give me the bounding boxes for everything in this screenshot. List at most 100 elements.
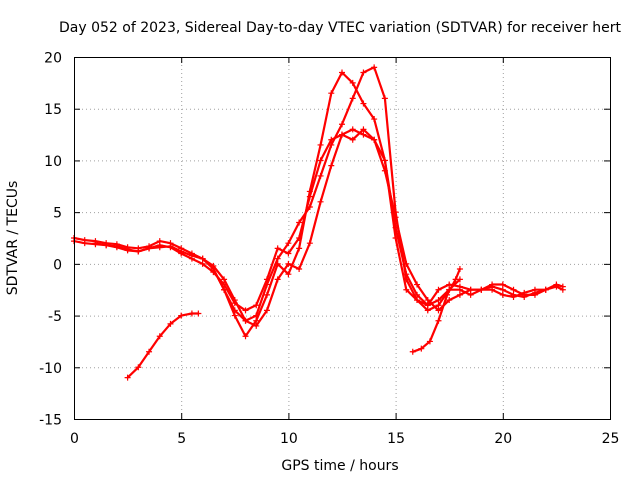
data-point bbox=[467, 291, 474, 298]
data-point bbox=[135, 364, 142, 371]
data-point bbox=[274, 245, 281, 252]
data-point bbox=[360, 69, 367, 76]
data-point bbox=[489, 286, 496, 293]
data-point bbox=[263, 307, 270, 314]
data-point bbox=[221, 276, 228, 283]
data-point bbox=[435, 307, 442, 314]
y-axis-label: SDTVAR / TECUs bbox=[5, 181, 21, 296]
data-point bbox=[156, 333, 163, 340]
data-point bbox=[135, 248, 142, 255]
data-point bbox=[435, 286, 442, 293]
data-point bbox=[371, 136, 378, 143]
data-point bbox=[435, 317, 442, 324]
y-tick-label: 10 bbox=[44, 154, 62, 170]
ticks: 0 5 10 15 20 25 -15 -10 -5 0 5 10 15 20 bbox=[39, 51, 619, 448]
data-point bbox=[371, 64, 378, 71]
data-point bbox=[403, 276, 410, 283]
y-tick-label: -10 bbox=[39, 361, 62, 377]
y-tick-label: -15 bbox=[39, 413, 62, 429]
data-point bbox=[531, 286, 538, 293]
data-point bbox=[274, 276, 281, 283]
data-point bbox=[452, 276, 459, 283]
data-point bbox=[231, 307, 238, 314]
data-point bbox=[559, 283, 566, 290]
data-point bbox=[467, 286, 474, 293]
data-point bbox=[103, 242, 110, 249]
y-tick-label: -5 bbox=[48, 309, 62, 325]
data-point bbox=[146, 245, 153, 252]
data-point bbox=[285, 271, 292, 278]
data-point bbox=[317, 172, 324, 179]
data-point bbox=[409, 348, 416, 355]
data-point bbox=[349, 95, 356, 102]
data-series bbox=[124, 310, 202, 381]
data-point bbox=[124, 374, 131, 381]
data-point bbox=[424, 297, 431, 304]
data-point bbox=[328, 90, 335, 97]
data-point bbox=[424, 307, 431, 314]
data-point bbox=[510, 293, 517, 300]
data-point bbox=[553, 281, 560, 288]
data-point bbox=[424, 302, 431, 309]
data-point bbox=[296, 266, 303, 273]
data-point bbox=[124, 246, 131, 253]
data-point bbox=[285, 260, 292, 267]
data-point bbox=[426, 338, 433, 345]
data-point bbox=[499, 281, 506, 288]
data-point bbox=[456, 283, 463, 290]
data-point bbox=[146, 348, 153, 355]
data-point bbox=[349, 136, 356, 143]
data-point bbox=[296, 219, 303, 226]
data-point bbox=[478, 286, 485, 293]
data-point bbox=[392, 235, 399, 241]
data-point bbox=[188, 252, 195, 259]
data-point bbox=[403, 286, 410, 293]
x-tick-label: 0 bbox=[70, 431, 79, 447]
data-point bbox=[231, 300, 238, 307]
data-point bbox=[199, 255, 206, 262]
data-point bbox=[418, 345, 425, 352]
data-point bbox=[317, 157, 324, 164]
y-tick-label: 20 bbox=[44, 51, 62, 67]
data-point bbox=[156, 244, 163, 251]
data-point bbox=[414, 297, 421, 304]
data-point bbox=[274, 255, 281, 262]
x-tick-label: 5 bbox=[177, 431, 186, 447]
data-point bbox=[296, 245, 303, 252]
data-point bbox=[414, 281, 421, 288]
data-point bbox=[306, 203, 313, 210]
data-point bbox=[263, 291, 270, 298]
data-point bbox=[446, 297, 453, 304]
data-point bbox=[339, 121, 345, 128]
data-point bbox=[499, 291, 506, 298]
data-point bbox=[306, 188, 313, 195]
data-point bbox=[328, 162, 335, 169]
data-point bbox=[188, 310, 195, 317]
data-point bbox=[521, 289, 528, 296]
data-point bbox=[195, 310, 202, 317]
data-point bbox=[199, 260, 206, 267]
data-point bbox=[210, 266, 217, 273]
data-point bbox=[263, 281, 270, 288]
data-point bbox=[435, 297, 442, 304]
data-point bbox=[242, 333, 249, 340]
data-point bbox=[167, 243, 174, 250]
data-point bbox=[317, 198, 324, 205]
data-series bbox=[210, 64, 463, 324]
data-point bbox=[285, 250, 292, 257]
data-point bbox=[542, 286, 549, 293]
data-point bbox=[178, 312, 185, 319]
data-point bbox=[285, 240, 292, 247]
data-point bbox=[253, 302, 260, 309]
data-point bbox=[499, 286, 506, 293]
plot-frame bbox=[74, 57, 611, 420]
data-point bbox=[349, 79, 356, 86]
data-point bbox=[435, 302, 442, 309]
data-point bbox=[253, 312, 260, 319]
x-tick-label: 10 bbox=[280, 431, 298, 447]
data-point bbox=[178, 248, 185, 255]
y-tick-label: 15 bbox=[44, 102, 62, 118]
data-point bbox=[349, 126, 356, 133]
data-point bbox=[328, 141, 335, 148]
series-line bbox=[212, 66, 461, 322]
